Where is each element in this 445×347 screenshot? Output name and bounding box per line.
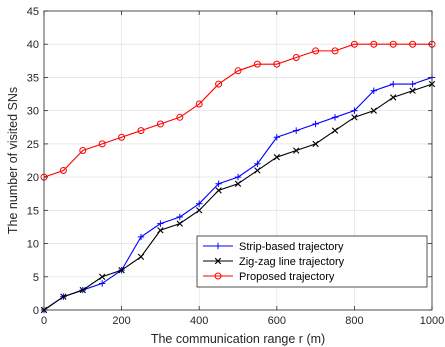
data-point	[350, 40, 358, 48]
y-tick-label: 20	[27, 172, 39, 184]
data-point	[196, 207, 203, 214]
data-point	[370, 87, 377, 94]
data-point	[312, 120, 319, 128]
data-point	[389, 40, 397, 48]
data-point	[254, 167, 261, 174]
x-tick-label: 800	[345, 315, 363, 327]
data-point	[331, 47, 339, 55]
data-point	[273, 134, 280, 141]
data-point	[351, 114, 358, 121]
data-point	[234, 180, 242, 187]
data-point	[196, 200, 203, 207]
y-tick-label: 35	[27, 72, 39, 84]
data-point	[99, 280, 106, 287]
data-point	[331, 127, 339, 134]
y-axis: 0 5 10 15 20 25 30 35 40 45	[27, 6, 432, 317]
x-tick-label: 200	[112, 315, 130, 327]
data-point	[234, 173, 242, 181]
legend-item: Proposed trajectory	[203, 271, 335, 283]
data-point	[98, 140, 106, 148]
data-point	[253, 60, 261, 68]
data-point	[409, 80, 416, 88]
series-layer	[40, 40, 436, 314]
data-point	[254, 160, 261, 168]
data-point	[215, 187, 222, 194]
data-point	[137, 233, 145, 241]
data-point	[390, 80, 397, 88]
data-point	[176, 113, 184, 121]
data-point	[390, 94, 397, 101]
series-line	[43, 43, 432, 178]
data-point	[312, 140, 319, 148]
y-axis-label: The number of visited SNs	[6, 87, 20, 234]
data-point	[79, 147, 87, 155]
data-point	[312, 47, 320, 55]
y-tick-label: 0	[33, 305, 39, 317]
series-3	[40, 40, 436, 181]
data-point	[273, 153, 280, 161]
data-point	[234, 67, 242, 75]
data-point	[293, 127, 300, 134]
data-point	[370, 40, 378, 48]
data-point	[215, 180, 222, 187]
data-point	[99, 273, 106, 280]
data-point	[176, 220, 183, 227]
legend-label: Proposed trajectory	[239, 271, 335, 283]
data-point	[409, 87, 416, 94]
x-axis: 0 200 400 600 800 1000	[41, 11, 444, 327]
x-axis-label: The communication range r (m)	[151, 332, 325, 346]
data-point	[293, 147, 300, 154]
data-point	[59, 166, 67, 174]
legend-box	[196, 235, 428, 288]
y-tick-label: 5	[33, 272, 39, 284]
data-point	[370, 107, 377, 114]
data-point	[157, 220, 164, 227]
data-point	[273, 60, 281, 68]
data-point	[292, 54, 300, 62]
data-point	[195, 100, 203, 108]
data-point	[176, 213, 183, 221]
data-point	[137, 127, 145, 135]
x-tick-label: 400	[190, 315, 208, 327]
y-tick-label: 25	[27, 139, 39, 151]
legend-label: Strip-based trajectory	[239, 241, 344, 253]
data-point	[157, 227, 164, 234]
legend-item: Zig-zag line trajectory	[203, 256, 345, 268]
legend-marker	[214, 272, 222, 280]
y-tick-label: 15	[27, 205, 39, 217]
x-tick-label: 600	[268, 315, 286, 327]
data-point	[409, 40, 417, 48]
legend: Strip-based trajectory Zig-zag line traje…	[196, 235, 428, 288]
legend-marker	[214, 257, 222, 265]
legend-marker	[214, 242, 222, 250]
data-point	[118, 266, 125, 274]
x-tick-label: 1000	[420, 315, 444, 327]
data-point	[137, 253, 145, 261]
data-point	[351, 107, 358, 114]
data-point	[118, 133, 126, 141]
data-point	[60, 293, 67, 300]
data-point	[79, 286, 86, 294]
series-2	[40, 80, 436, 314]
y-tick-label: 10	[27, 239, 39, 251]
y-tick-label: 40	[27, 39, 39, 51]
data-point	[331, 114, 339, 121]
legend-label: Zig-zag line trajectory	[239, 256, 345, 268]
legend-item: Strip-based trajectory	[203, 241, 344, 253]
data-point	[156, 120, 164, 128]
y-tick-label: 45	[27, 6, 39, 18]
plot-frame	[43, 10, 433, 311]
y-tick-label: 30	[27, 106, 39, 118]
data-point	[215, 80, 223, 88]
x-tick-label: 0	[41, 315, 47, 327]
